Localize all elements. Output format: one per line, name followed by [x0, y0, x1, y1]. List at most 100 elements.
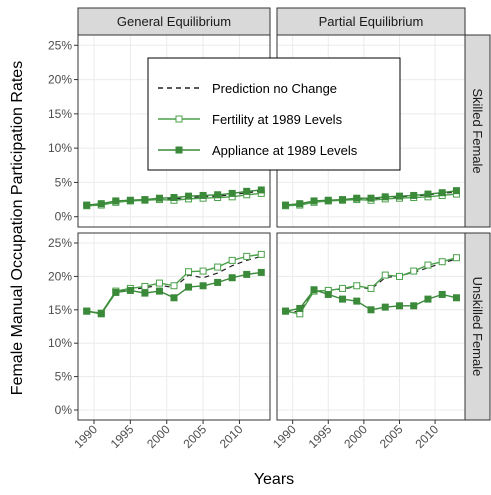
legend-label: Appliance at 1989 Levels [212, 143, 358, 158]
marker [257, 268, 265, 276]
marker [126, 196, 134, 204]
y-tick-label: 15% [48, 107, 72, 121]
marker [424, 261, 432, 269]
marker [310, 197, 318, 205]
marker [424, 190, 432, 198]
legend-label: Fertility at 1989 Levels [212, 112, 343, 127]
marker [381, 303, 389, 311]
y-tick-label: 20% [48, 73, 72, 87]
marker [185, 283, 193, 291]
marker [155, 194, 163, 202]
marker [324, 196, 332, 204]
y-tick-label: 15% [48, 303, 72, 317]
legend-label: Prediction no Change [212, 81, 337, 96]
marker [214, 278, 222, 286]
marker [214, 191, 222, 199]
strip [276, 7, 466, 36]
marker [141, 282, 149, 290]
marker [395, 192, 403, 200]
marker [257, 250, 265, 258]
x-tick-label: 1990 [71, 422, 100, 451]
marker [243, 187, 251, 195]
marker [438, 290, 446, 298]
marker [367, 194, 375, 202]
x-tick-label: 2000 [144, 422, 173, 451]
y-axis-label: Female Manual Occupation Participation R… [9, 61, 26, 395]
strip-label: Unskilled Female [470, 277, 485, 377]
y-tick-label: 0% [55, 403, 73, 417]
marker [228, 256, 236, 264]
y-tick-label: 20% [48, 269, 72, 283]
marker [353, 282, 361, 290]
marker [296, 200, 304, 208]
y-tick-label: 5% [55, 175, 73, 189]
x-tick-label: 2005 [180, 422, 209, 451]
marker [199, 282, 207, 290]
marker [83, 201, 91, 209]
marker [381, 193, 389, 201]
panel [78, 233, 270, 420]
marker [257, 186, 265, 194]
marker [228, 274, 236, 282]
y-tick-label: 0% [55, 210, 73, 224]
strip [464, 34, 491, 228]
marker [141, 196, 149, 204]
strip [464, 232, 491, 421]
marker [97, 310, 105, 318]
marker [324, 290, 332, 298]
marker [126, 286, 134, 294]
marker [199, 191, 207, 199]
marker [410, 191, 418, 199]
marker [410, 302, 418, 310]
marker [438, 189, 446, 197]
marker [228, 189, 236, 197]
legend-swatch [175, 146, 183, 154]
marker [339, 295, 347, 303]
y-tick-label: 25% [48, 236, 72, 250]
marker [353, 297, 361, 305]
marker [243, 270, 251, 278]
marker [339, 196, 347, 204]
y-tick-label: 10% [48, 336, 72, 350]
x-tick-label: 1995 [108, 422, 137, 451]
marker [185, 268, 193, 276]
legend [147, 57, 401, 171]
marker [452, 187, 460, 195]
marker [296, 304, 304, 312]
marker [112, 197, 120, 205]
x-tick-label: 2000 [341, 422, 370, 451]
marker [185, 192, 193, 200]
x-tick-label: 2005 [377, 422, 406, 451]
marker [155, 287, 163, 295]
x-tick-label: 1995 [306, 422, 335, 451]
marker [282, 307, 290, 315]
strip-label: Partial Equilibrium [319, 14, 424, 29]
marker [170, 282, 178, 290]
marker [410, 267, 418, 275]
marker [367, 284, 375, 292]
strip-label: Skilled Female [470, 88, 485, 173]
y-tick-label: 5% [55, 370, 73, 384]
marker [424, 295, 432, 303]
marker [367, 306, 375, 314]
x-tick-label: 1990 [270, 422, 299, 451]
y-tick-label: 25% [48, 38, 72, 52]
marker [97, 200, 105, 208]
panel-border [276, 232, 466, 421]
strip [77, 7, 271, 36]
marker [282, 201, 290, 209]
marker [170, 194, 178, 202]
x-tick-label: 2010 [217, 422, 246, 451]
marker [353, 194, 361, 202]
marker [112, 288, 120, 296]
marker [395, 302, 403, 310]
marker [214, 263, 222, 271]
marker [438, 258, 446, 266]
marker [243, 252, 251, 260]
marker [339, 284, 347, 292]
marker [452, 294, 460, 302]
marker [199, 267, 207, 275]
marker [381, 271, 389, 279]
panel [277, 233, 465, 420]
